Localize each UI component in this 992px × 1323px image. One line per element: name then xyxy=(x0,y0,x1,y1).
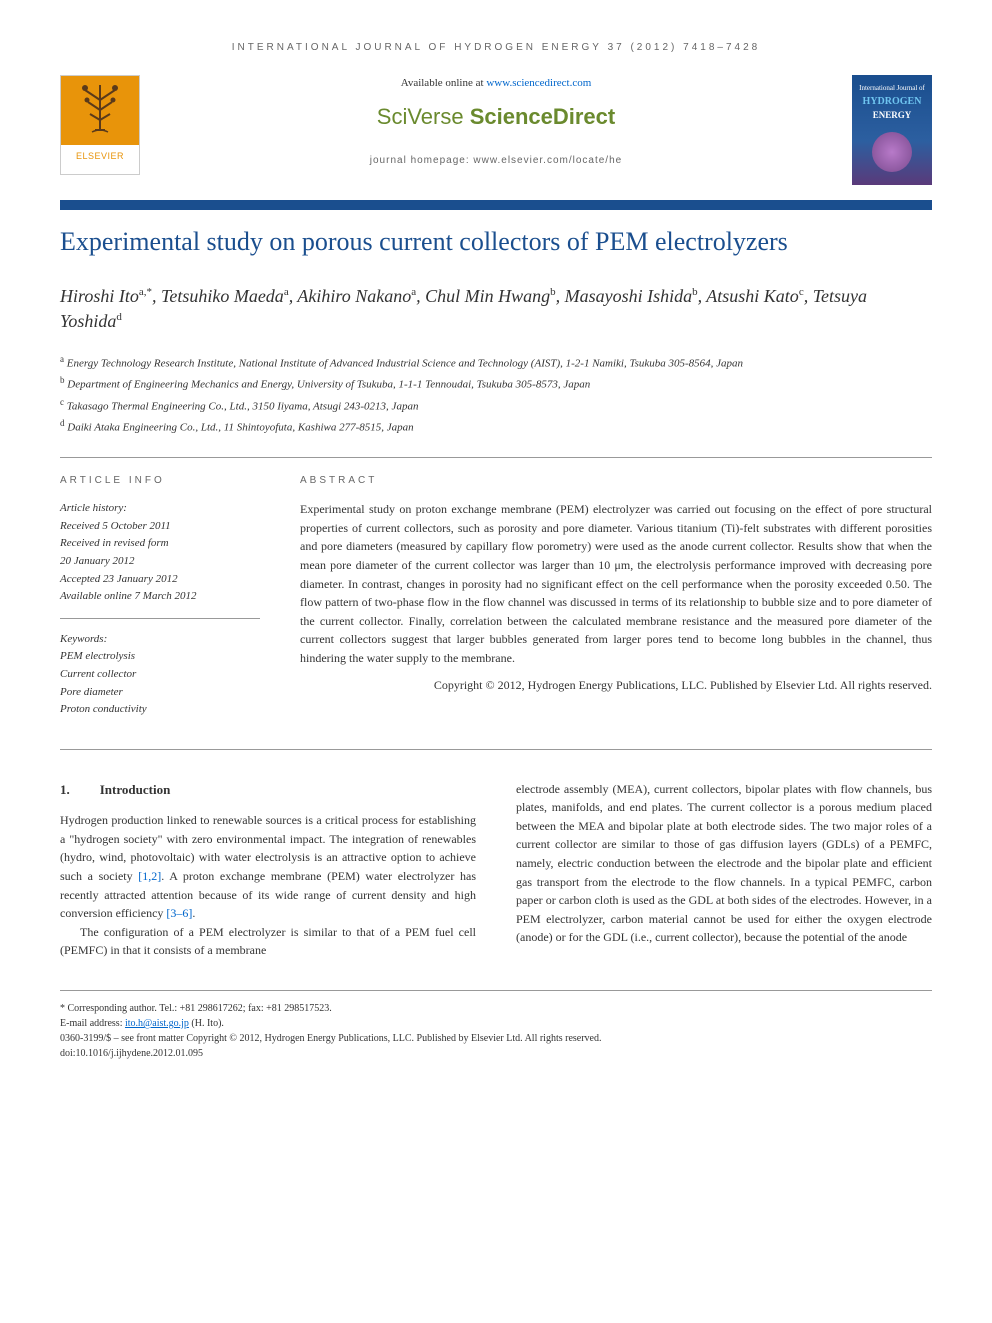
cover-title-main: HYDROGEN xyxy=(863,94,922,109)
article-info-column: ARTICLE INFO Article history: Received 5… xyxy=(60,473,260,719)
corresponding-author: * Corresponding author. Tel.: +81 298617… xyxy=(60,1001,932,1016)
center-header: Available online at www.sciencedirect.co… xyxy=(140,75,852,168)
sciencedirect-link[interactable]: www.sciencedirect.com xyxy=(486,77,591,89)
email-link[interactable]: ito.h@aist.go.jp xyxy=(125,1018,189,1029)
issn-copyright: 0360-3199/$ – see front matter Copyright… xyxy=(60,1031,932,1046)
available-online: Available online at www.sciencedirect.co… xyxy=(160,75,832,92)
divider xyxy=(60,457,932,458)
body-two-column: 1.Introduction Hydrogen production linke… xyxy=(60,780,932,960)
section-title-intro: 1.Introduction xyxy=(60,780,476,800)
email-line: E-mail address: ito.h@aist.go.jp (H. Ito… xyxy=(60,1016,932,1031)
doi: doi:10.1016/j.ijhydene.2012.01.095 xyxy=(60,1046,932,1061)
title-bar xyxy=(60,200,932,210)
info-abstract-row: ARTICLE INFO Article history: Received 5… xyxy=(60,473,932,719)
journal-reference: INTERNATIONAL JOURNAL OF HYDROGEN ENERGY… xyxy=(60,40,932,55)
article-info-head: ARTICLE INFO xyxy=(60,473,260,488)
keywords: Keywords: PEM electrolysisCurrent collec… xyxy=(60,631,260,719)
cover-supertitle: International Journal of xyxy=(859,83,925,94)
abstract-column: ABSTRACT Experimental study on proton ex… xyxy=(300,473,932,719)
intro-text-left: Hydrogen production linked to renewable … xyxy=(60,811,476,960)
authors-list: Hiroshi Itoa,*, Tetsuhiko Maedaa, Akihir… xyxy=(60,284,932,334)
body-column-left: 1.Introduction Hydrogen production linke… xyxy=(60,780,476,960)
abstract-head: ABSTRACT xyxy=(300,473,932,488)
cover-title-sub: ENERGY xyxy=(873,109,912,123)
abstract-copyright: Copyright © 2012, Hydrogen Energy Public… xyxy=(300,676,932,694)
body-column-right: electrode assembly (MEA), current collec… xyxy=(516,780,932,960)
article-history: Article history: Received 5 October 2011… xyxy=(60,500,260,619)
cover-graphic xyxy=(872,132,912,172)
intro-text-right: electrode assembly (MEA), current collec… xyxy=(516,780,932,947)
header-banner: ELSEVIER Available online at www.science… xyxy=(60,75,932,185)
elsevier-logo[interactable]: ELSEVIER xyxy=(60,75,140,175)
journal-cover[interactable]: International Journal of HYDROGEN ENERGY xyxy=(852,75,932,185)
article-page: INTERNATIONAL JOURNAL OF HYDROGEN ENERGY… xyxy=(0,0,992,1101)
abstract-text: Experimental study on proton exchange me… xyxy=(300,500,932,667)
affiliations: a Energy Technology Research Institute, … xyxy=(60,352,932,437)
journal-homepage: journal homepage: www.elsevier.com/locat… xyxy=(160,153,832,168)
divider xyxy=(60,749,932,750)
elsevier-tree-icon xyxy=(61,76,139,145)
article-title: Experimental study on porous current col… xyxy=(60,225,932,259)
sciencedirect-logo[interactable]: SciVerse ScienceDirect xyxy=(160,100,832,133)
elsevier-text: ELSEVIER xyxy=(61,145,139,164)
footer-notes: * Corresponding author. Tel.: +81 298617… xyxy=(60,990,932,1061)
